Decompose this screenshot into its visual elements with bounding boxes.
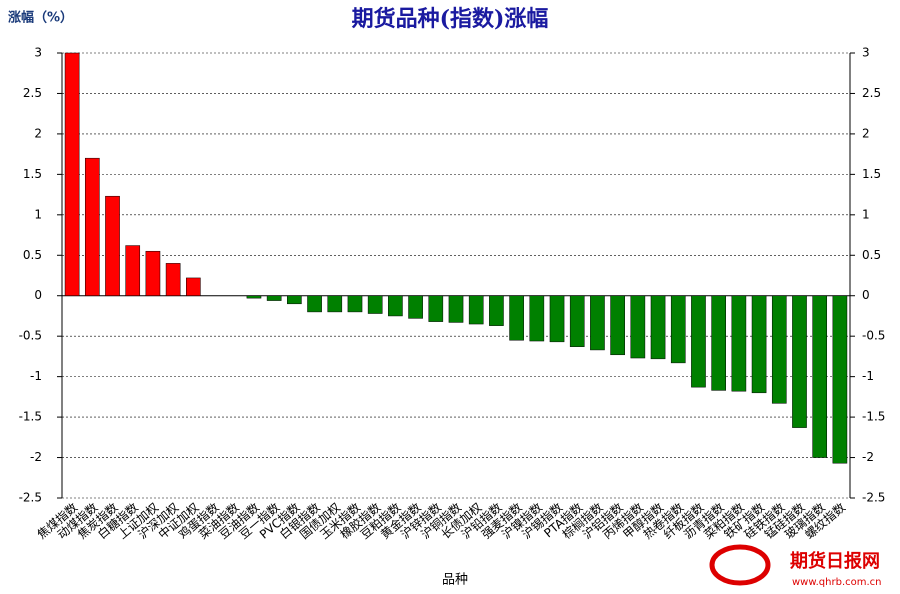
y2-tick-label: 0 xyxy=(862,288,870,302)
bar xyxy=(731,295,747,392)
y2-tick-label: -2 xyxy=(862,450,874,464)
bar xyxy=(751,295,767,394)
y-tick-label: 0 xyxy=(34,288,42,302)
y2-tick-label: 2 xyxy=(862,126,870,140)
y-tick-label: -2 xyxy=(30,450,42,464)
bar xyxy=(590,295,605,351)
bar xyxy=(64,52,80,296)
bar xyxy=(569,295,585,347)
y-tick-label: 1 xyxy=(34,207,42,221)
y-tick-label: -1 xyxy=(30,369,42,383)
logo xyxy=(709,544,771,586)
y-tick-label: 2.5 xyxy=(23,86,42,100)
bar xyxy=(610,295,625,356)
watermark-url: www.qhrb.com.cn xyxy=(792,577,882,588)
y-axis-label: 涨幅（%） xyxy=(7,10,73,26)
y2-tick-label: 2.5 xyxy=(862,86,881,100)
y-tick-label: 2 xyxy=(34,126,42,140)
bar xyxy=(287,295,302,305)
bar xyxy=(388,295,403,317)
bar xyxy=(832,295,848,464)
bar xyxy=(266,295,282,301)
y-tick-label: 1.5 xyxy=(23,167,42,181)
bar xyxy=(792,295,807,428)
y-tick-label: 3 xyxy=(34,46,42,60)
y2-tick-label: 1.5 xyxy=(862,167,881,181)
bar xyxy=(327,295,343,313)
chart-title: 期货品种(指数)涨幅 xyxy=(352,6,549,32)
bar xyxy=(630,295,646,359)
y-tick-label: -0.5 xyxy=(19,329,42,343)
bar xyxy=(448,295,464,323)
y2-tick-label: 0.5 xyxy=(862,248,881,262)
bar xyxy=(186,277,201,296)
bar xyxy=(771,295,787,404)
y2-tick-label: -0.5 xyxy=(862,329,885,343)
bar xyxy=(650,295,666,360)
bar xyxy=(246,295,262,299)
bar xyxy=(145,250,161,296)
bar xyxy=(489,295,504,326)
bar xyxy=(670,295,686,364)
watermark-name: 期货日报网 xyxy=(790,550,880,572)
y-tick-label: 0.5 xyxy=(23,248,42,262)
bar xyxy=(711,295,726,391)
y-tick-label: -2.5 xyxy=(19,491,42,505)
bar xyxy=(165,263,181,296)
y-tick-label: -1.5 xyxy=(19,410,42,424)
bar xyxy=(428,295,444,322)
bar xyxy=(367,295,383,314)
y2-tick-label: 3 xyxy=(862,46,870,60)
watermark: 期货日报网 www.qhrb.com.cn xyxy=(709,544,882,588)
bar xyxy=(509,295,524,341)
bar xyxy=(408,295,423,319)
y2-tick-label: -1.5 xyxy=(862,410,885,424)
bar xyxy=(691,295,706,388)
y2-tick-label: -2.5 xyxy=(862,491,885,505)
bar xyxy=(307,295,322,313)
bar xyxy=(105,195,120,296)
bar xyxy=(812,295,828,458)
bar xyxy=(468,295,484,325)
bar xyxy=(84,157,100,296)
bar xyxy=(347,295,363,313)
bar xyxy=(529,295,545,342)
x-axis-label: 品种 xyxy=(442,573,468,588)
y2-tick-label: -1 xyxy=(862,369,874,383)
bar xyxy=(549,295,565,343)
bar xyxy=(125,245,141,296)
y2-tick-label: 1 xyxy=(862,207,870,221)
